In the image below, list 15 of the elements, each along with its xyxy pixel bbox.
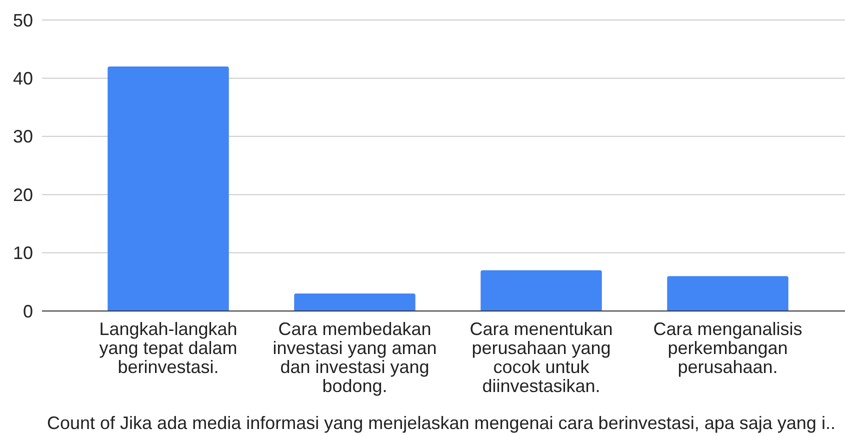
x-tick-label: Cara membedakan investasi yang aman dan investasi yang bodong. xyxy=(272,319,437,396)
bar xyxy=(480,270,602,311)
x-tick-label: Cara menentukan perusahaan yang cocok untuk diinvestasikan. xyxy=(470,319,613,396)
y-tick-label: 20 xyxy=(12,184,33,205)
y-tick-label: 50 xyxy=(12,10,33,30)
bar xyxy=(667,276,788,311)
y-tick-label: 0 xyxy=(22,301,33,322)
y-tick-label: 30 xyxy=(12,126,33,147)
x-tick-label: Langkah-langkah yang tepat dalam berinvestasi. xyxy=(99,319,238,377)
y-tick-label: 10 xyxy=(12,243,33,264)
bar xyxy=(108,66,229,311)
y-tick-label: 40 xyxy=(12,68,33,88)
x-axis-title: Count of Jika ada media informasi yang menjelaskan mengenai cara berinvestasi, apa saja yang i.. xyxy=(47,413,836,433)
x-tick-label: Cara menganalisis perkembangan perusahaan. xyxy=(653,319,802,377)
bar xyxy=(294,294,416,311)
